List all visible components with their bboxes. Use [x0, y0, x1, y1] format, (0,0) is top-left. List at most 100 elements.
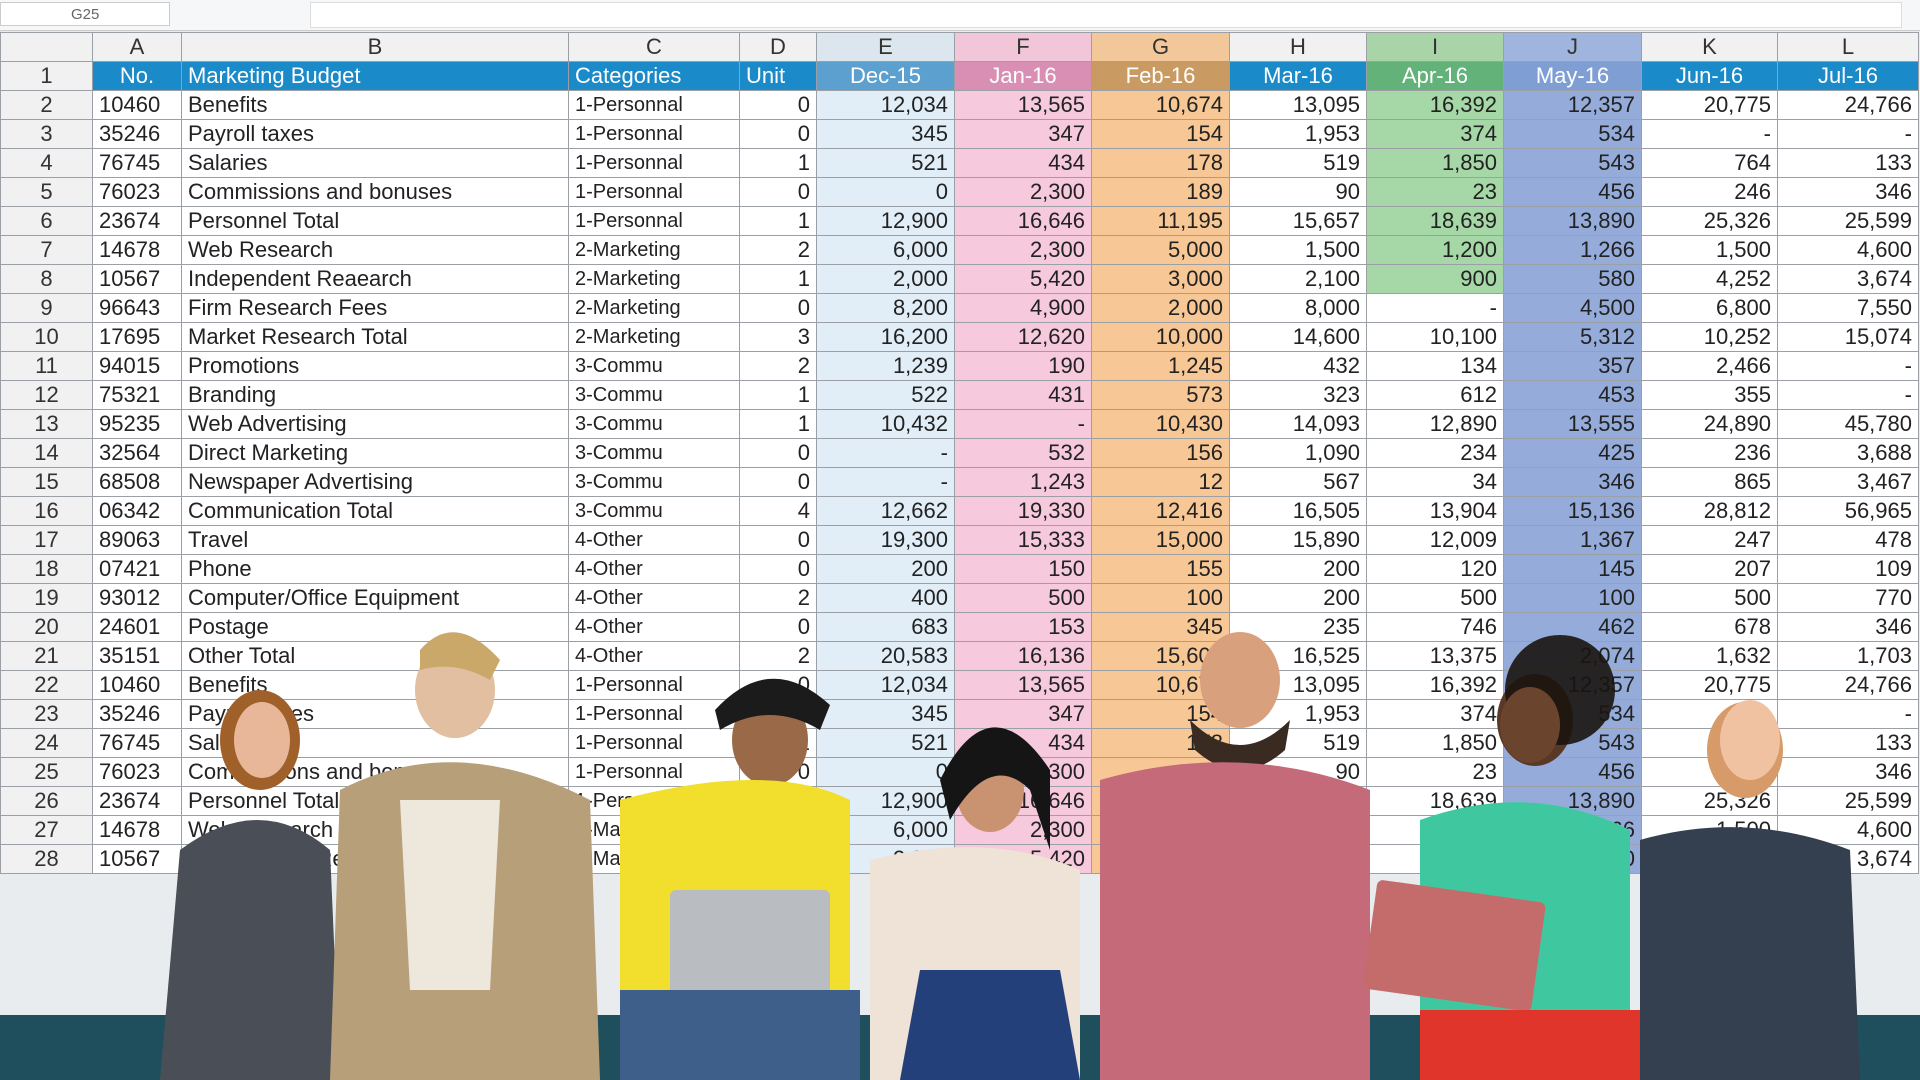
cell[interactable]: 1,703 [1777, 641, 1919, 671]
cell[interactable]: 14678 [92, 815, 182, 845]
row-number[interactable]: 7 [0, 235, 93, 265]
cell[interactable]: 357 [1503, 351, 1642, 381]
cell[interactable]: 3-Commu [568, 380, 740, 410]
cell[interactable]: 346 [1777, 177, 1919, 207]
cell[interactable]: 12,416 [1091, 496, 1230, 526]
cell[interactable]: 10,430 [1091, 409, 1230, 439]
cell[interactable]: Direct Marketing [181, 438, 569, 468]
cell[interactable]: 746 [1366, 612, 1504, 642]
cell[interactable]: 2 [739, 641, 817, 671]
cell[interactable]: 13,375 [1366, 641, 1504, 671]
cell[interactable]: 1-Personnal [568, 670, 740, 700]
cell[interactable]: - [816, 467, 955, 497]
cell[interactable]: 96643 [92, 293, 182, 323]
cell[interactable]: 155 [1091, 554, 1230, 584]
header-cell[interactable]: Mar-16 [1229, 61, 1367, 91]
cell[interactable]: - [1777, 380, 1919, 410]
row-number[interactable]: 14 [0, 438, 93, 468]
cell[interactable]: Independent Reaearch [181, 264, 569, 294]
row-number[interactable]: 5 [0, 177, 93, 207]
cell[interactable]: 10567 [92, 844, 182, 874]
cell[interactable]: 1 [739, 409, 817, 439]
cell[interactable]: 23 [1366, 757, 1504, 787]
cell[interactable]: 1 [739, 264, 817, 294]
cell[interactable]: 2,100 [1229, 264, 1367, 294]
cell[interactable]: 683 [816, 612, 955, 642]
cell[interactable]: Travel [181, 525, 569, 555]
cell[interactable]: 2-Marketing [568, 322, 740, 352]
row-number[interactable]: 11 [0, 351, 93, 381]
cell[interactable]: 4-Other [568, 554, 740, 584]
cell[interactable]: 24,890 [1641, 409, 1778, 439]
row-number[interactable]: 6 [0, 206, 93, 236]
cell[interactable]: 4 [739, 496, 817, 526]
column-letter[interactable]: B [181, 32, 569, 62]
row-number[interactable]: 16 [0, 496, 93, 526]
cell[interactable]: 1 [739, 380, 817, 410]
cell[interactable]: 4-Other [568, 525, 740, 555]
cell[interactable]: 56,965 [1777, 496, 1919, 526]
column-letter[interactable]: C [568, 32, 740, 62]
cell[interactable]: 4-Other [568, 641, 740, 671]
cell[interactable]: 345 [816, 699, 955, 729]
cell[interactable]: 0 [739, 525, 817, 555]
cell[interactable]: 12,009 [1366, 525, 1504, 555]
cell[interactable]: 16,136 [954, 641, 1092, 671]
cell[interactable]: 521 [816, 728, 955, 758]
cell[interactable]: Web Research [181, 235, 569, 265]
cell[interactable]: 3,688 [1777, 438, 1919, 468]
header-cell[interactable]: Categories [568, 61, 740, 91]
cell[interactable]: - [1366, 293, 1504, 323]
cell[interactable]: 15,074 [1777, 322, 1919, 352]
cell[interactable]: 120 [1366, 554, 1504, 584]
cell[interactable]: 1,200 [1366, 235, 1504, 265]
cell[interactable]: Promotions [181, 351, 569, 381]
cell[interactable]: 100 [1091, 583, 1230, 613]
cell[interactable]: 13,555 [1503, 409, 1642, 439]
cell[interactable]: 12,900 [816, 206, 955, 236]
row-number[interactable]: 17 [0, 525, 93, 555]
cell[interactable]: 3,674 [1777, 264, 1919, 294]
cell[interactable]: - [1777, 351, 1919, 381]
cell[interactable]: Postage [181, 612, 569, 642]
cell[interactable]: 0 [739, 90, 817, 120]
cell[interactable]: 200 [1229, 554, 1367, 584]
cell[interactable]: 1,367 [1503, 525, 1642, 555]
cell[interactable]: 0 [816, 757, 955, 787]
cell[interactable]: 432 [1229, 351, 1367, 381]
cell[interactable]: 18,639 [1366, 206, 1504, 236]
row-number[interactable]: 4 [0, 148, 93, 178]
header-cell[interactable]: Jul-16 [1777, 61, 1919, 91]
cell[interactable]: 10,000 [1091, 322, 1230, 352]
row-number[interactable]: 2 [0, 90, 93, 120]
row-number[interactable]: 13 [0, 409, 93, 439]
cell[interactable]: 355 [1641, 380, 1778, 410]
cell[interactable]: 14,600 [1229, 322, 1367, 352]
row-number[interactable]: 19 [0, 583, 93, 613]
cell[interactable]: 500 [1366, 583, 1504, 613]
cell[interactable]: 374 [1366, 119, 1504, 149]
cell[interactable]: 4,900 [954, 293, 1092, 323]
cell[interactable]: 4,252 [1641, 264, 1778, 294]
cell[interactable]: 2,300 [954, 235, 1092, 265]
cell[interactable]: 425 [1503, 438, 1642, 468]
cell[interactable]: 5,000 [1091, 235, 1230, 265]
cell[interactable]: 3-Commu [568, 467, 740, 497]
cell[interactable]: Newspaper Advertising [181, 467, 569, 497]
cell[interactable]: 500 [954, 583, 1092, 613]
cell[interactable]: 532 [954, 438, 1092, 468]
cell[interactable]: 06342 [92, 496, 182, 526]
cell[interactable]: Other Total [181, 641, 569, 671]
cell[interactable]: 456 [1503, 177, 1642, 207]
cell[interactable]: 25,599 [1777, 206, 1919, 236]
cell[interactable]: 15,890 [1229, 525, 1367, 555]
cell[interactable]: 2 [739, 235, 817, 265]
cell[interactable]: Commissions and bonuses [181, 177, 569, 207]
row-number[interactable]: 1 [0, 61, 93, 91]
cell[interactable]: 2 [739, 583, 817, 613]
cell[interactable]: 1,090 [1229, 438, 1367, 468]
cell[interactable]: 93012 [92, 583, 182, 613]
cell[interactable]: 16,200 [816, 322, 955, 352]
cell[interactable]: 1-Personnal [568, 699, 740, 729]
cell[interactable]: 76023 [92, 177, 182, 207]
